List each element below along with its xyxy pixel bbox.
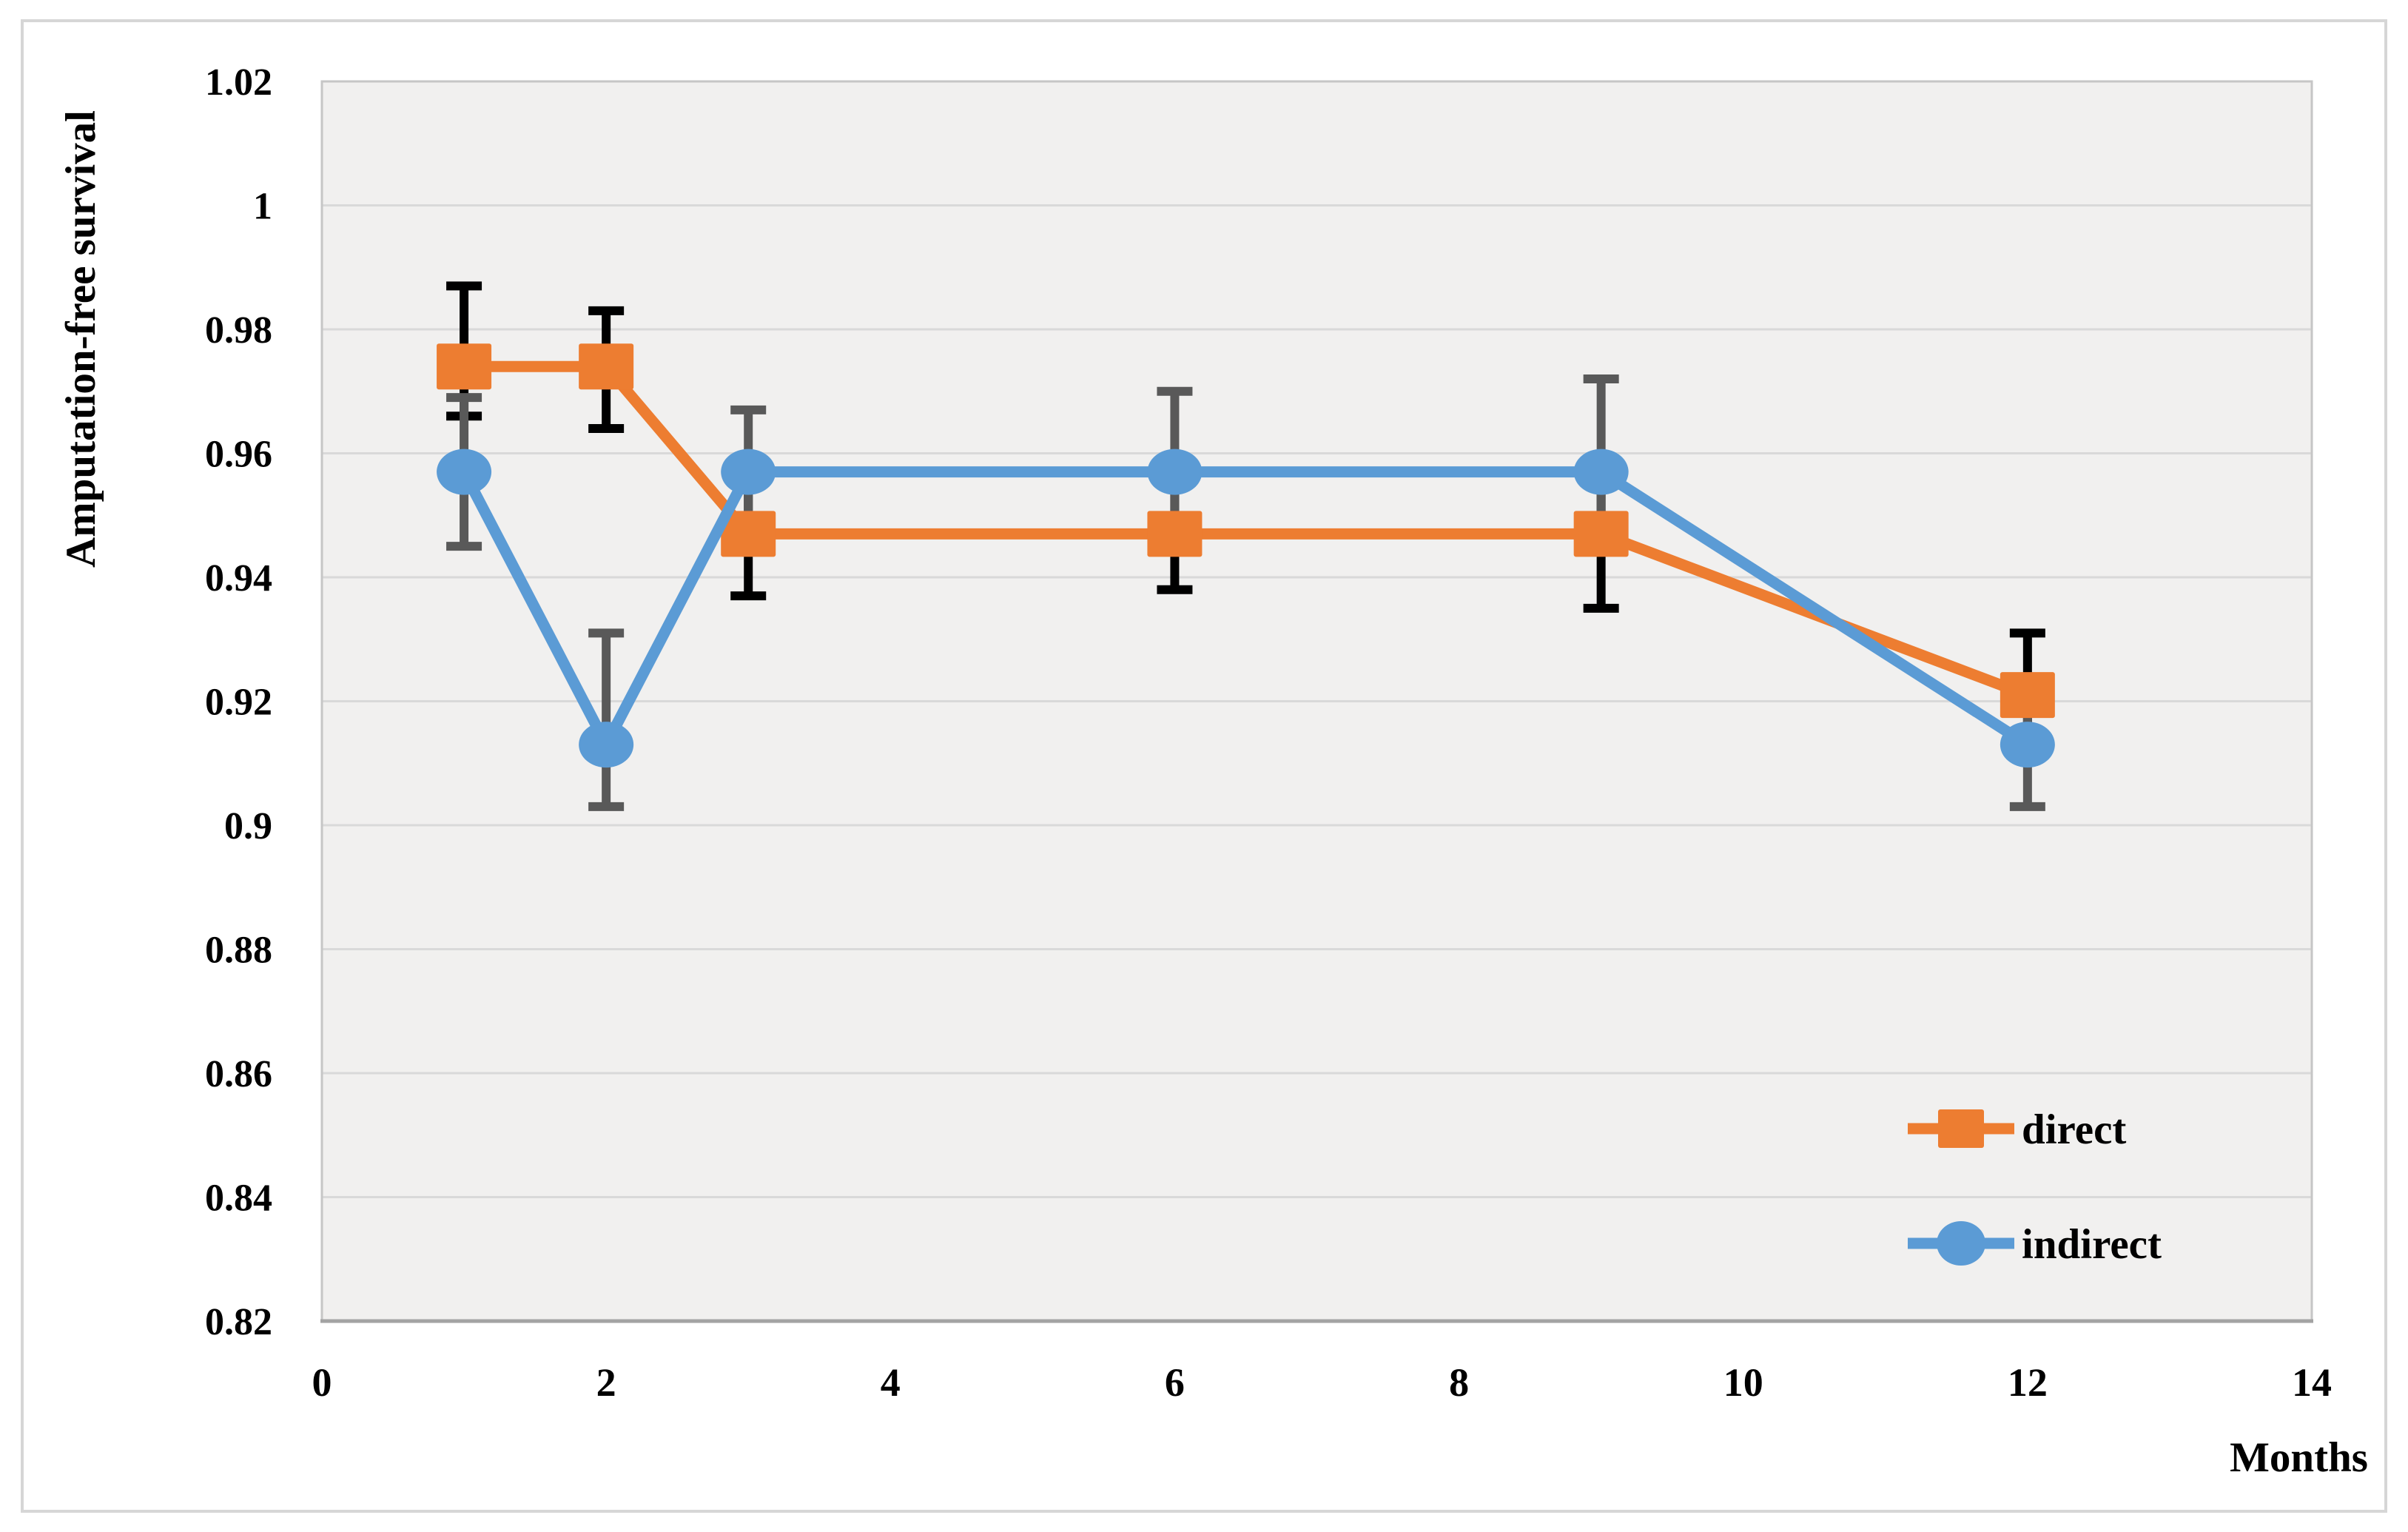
- legend-direct-square-marker: [1938, 1109, 1984, 1148]
- indirect-marker: [1573, 448, 1629, 495]
- legend-indirect-label: indirect: [2022, 1221, 2162, 1268]
- direct-marker: [437, 343, 492, 390]
- x-tick-label: 4: [881, 1360, 901, 1405]
- y-tick-label: 0.86: [205, 1053, 272, 1095]
- series-indirect: [437, 448, 2055, 768]
- indirect-marker: [437, 448, 492, 495]
- direct-marker: [721, 511, 776, 557]
- indirect-line: [458, 466, 2034, 750]
- x-tick-labels: 0 2 4 6 8 10 12 14: [312, 1360, 2333, 1405]
- indirect-marker: [579, 722, 634, 768]
- legend-item-indirect[interactable]: indirect: [1908, 1221, 2162, 1268]
- direct-marker: [1147, 511, 1203, 557]
- direct-marker: [1573, 511, 1629, 557]
- y-tick-label: 0.84: [205, 1177, 272, 1220]
- direct-marker: [2000, 672, 2055, 719]
- x-tick-label: 2: [596, 1360, 616, 1405]
- legend: direct indirect: [1908, 1106, 2162, 1268]
- y-tick-label: 0.96: [205, 434, 272, 476]
- y-tick-label: 1.02: [205, 61, 272, 104]
- indirect-marker: [2000, 722, 2055, 768]
- x-tick-label: 10: [1723, 1360, 1763, 1405]
- x-tick-label: 14: [2292, 1360, 2332, 1405]
- x-tick-label: 12: [2008, 1360, 2048, 1405]
- chart-layers: 1.02 1 0.98 0.96 0.94 0.92 0.9 0.88 0.86 0.84 0.82…: [205, 61, 2332, 1405]
- indirect-marker: [1147, 448, 1203, 495]
- y-tick-label: 0.98: [205, 309, 272, 352]
- direct-marker: [579, 343, 634, 390]
- y-tick-label: 0.82: [205, 1301, 272, 1343]
- y-tick-label: 1: [253, 186, 272, 228]
- x-tick-label: 8: [1449, 1360, 1469, 1405]
- x-axis-title: Months: [2230, 1434, 2368, 1481]
- y-tick-label: 0.88: [205, 930, 272, 972]
- legend-item-direct[interactable]: direct: [1908, 1106, 2126, 1153]
- x-tick-label: 6: [1165, 1360, 1185, 1405]
- indirect-error-bar: [588, 628, 625, 811]
- y-tick-label: 0.94: [205, 557, 272, 599]
- indirect-marker: [721, 448, 776, 495]
- gridlines: [322, 204, 2312, 1198]
- figure-border: [21, 19, 2387, 1513]
- x-tick-label: 0: [312, 1360, 332, 1405]
- legend-direct-label: direct: [2022, 1106, 2126, 1153]
- y-tick-label: 0.9: [224, 805, 272, 847]
- legend-indirect-circle-marker: [1937, 1221, 1985, 1266]
- series-direct: [437, 343, 2055, 719]
- y-axis-title: Amputation-free survival: [58, 110, 104, 568]
- y-tick-labels: 1.02 1 0.98 0.96 0.94 0.92 0.9 0.88 0.86 0.84 0.82: [205, 61, 272, 1343]
- y-tick-label: 0.92: [205, 682, 272, 724]
